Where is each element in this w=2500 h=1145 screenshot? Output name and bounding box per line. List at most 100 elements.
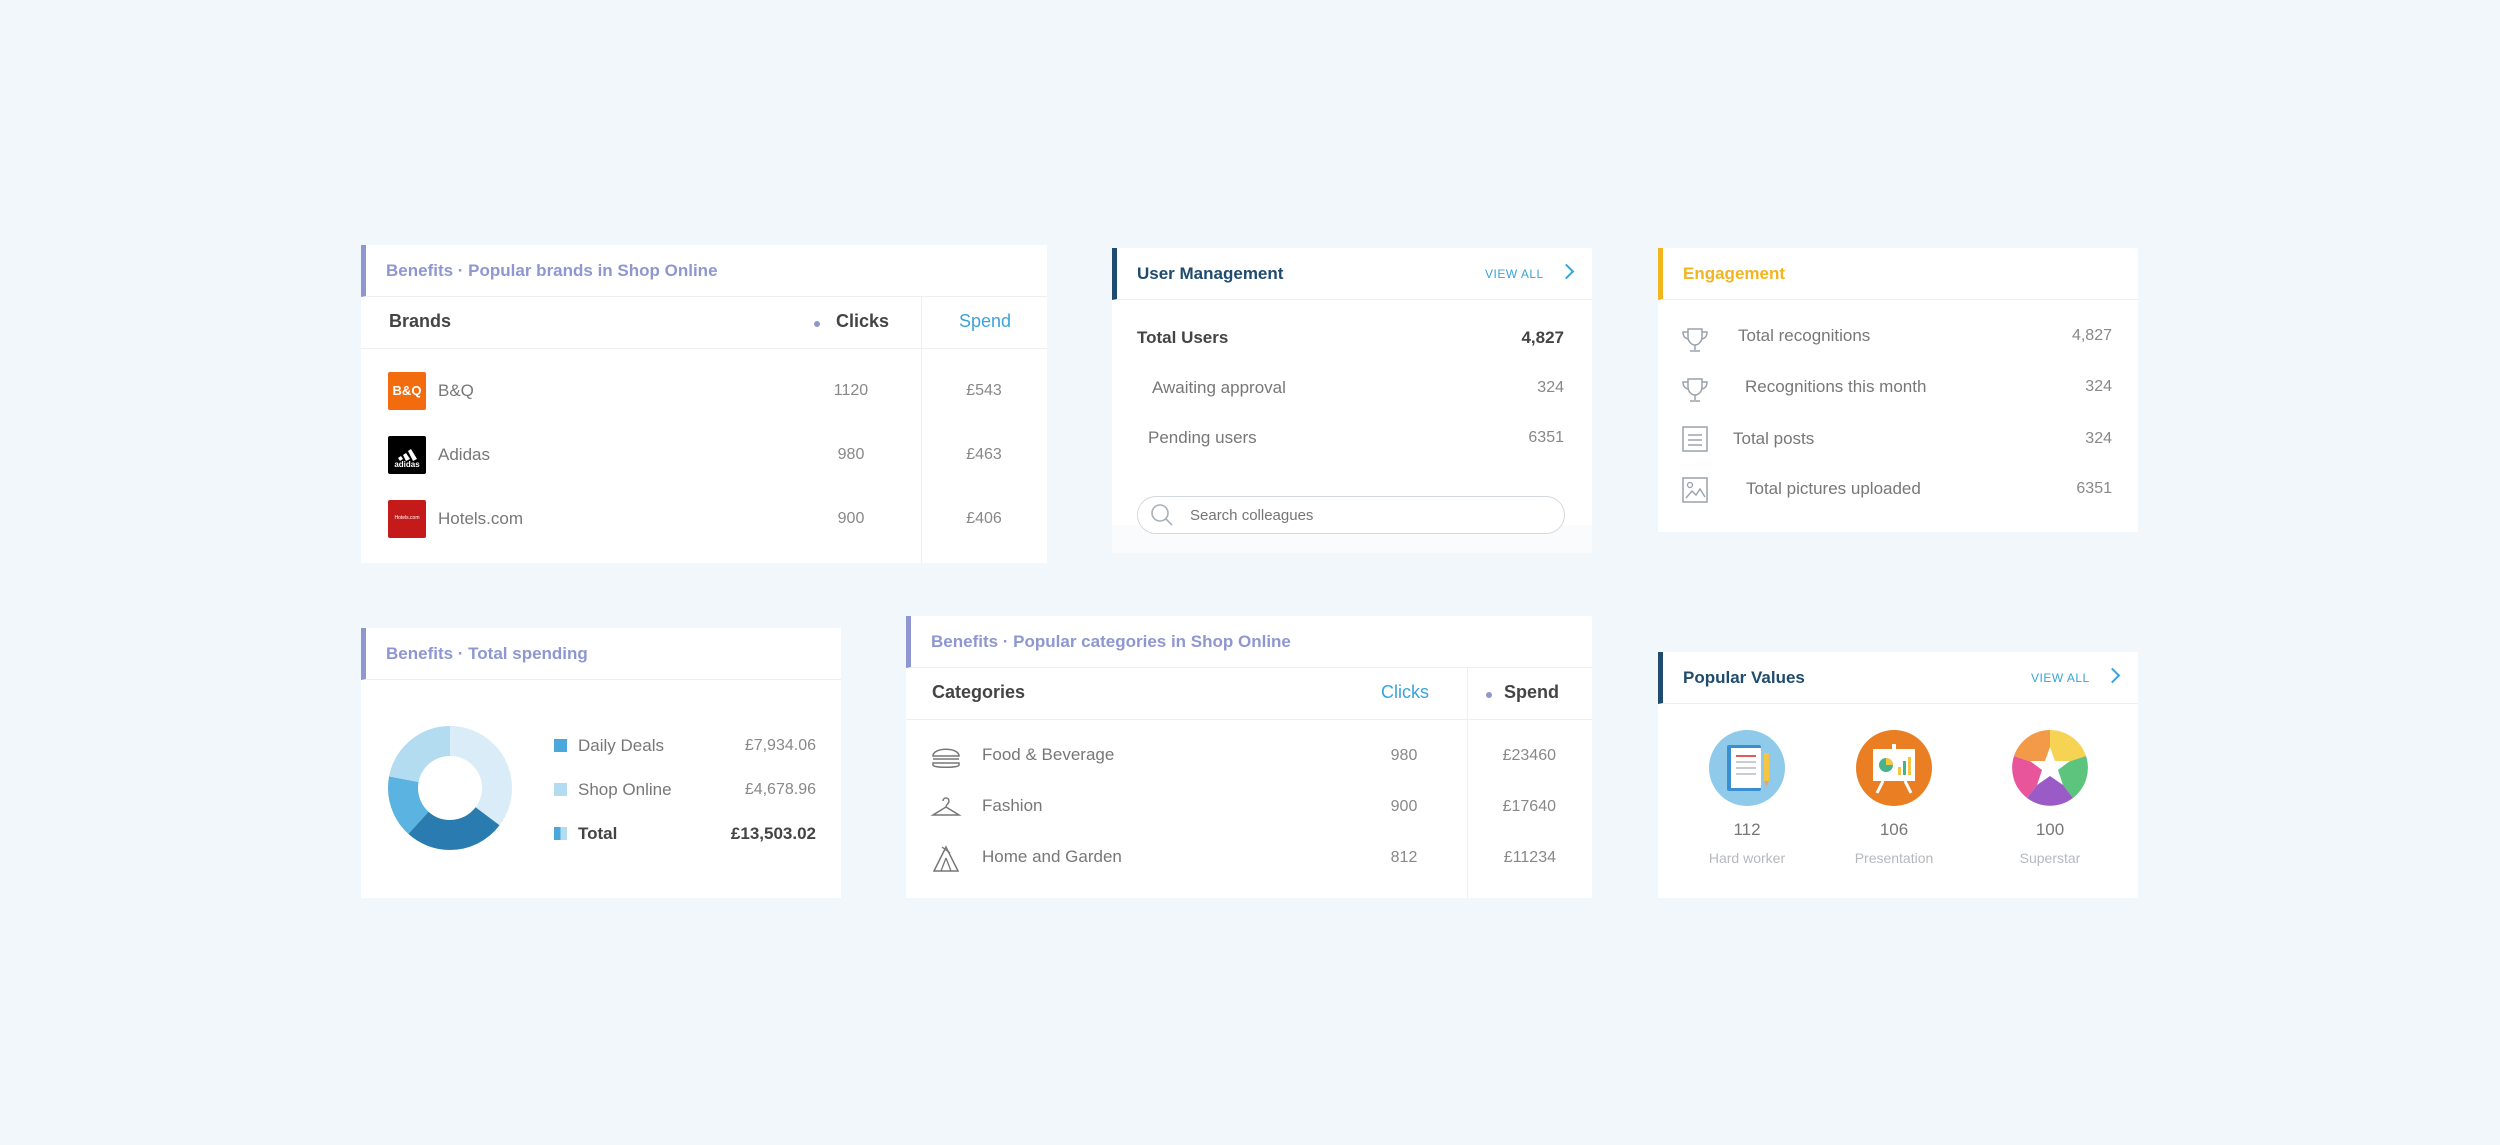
engagement-value: 324 xyxy=(2085,430,2112,447)
adidas-logo: adidas xyxy=(388,436,426,474)
total-users-value: 4,827 xyxy=(1521,328,1564,347)
header-divider xyxy=(906,719,1592,720)
adidas-stripes-icon xyxy=(398,449,417,461)
donut-segment-medium xyxy=(388,726,512,850)
category-clicks: 980 xyxy=(1390,747,1418,764)
legend-label: Shop Online xyxy=(578,780,672,799)
engagement-value: 4,827 xyxy=(2071,327,2112,344)
notebook-icon xyxy=(1709,730,1785,806)
category-spend: £23460 xyxy=(1502,747,1556,764)
total-label: Total xyxy=(578,824,618,843)
value-label: Presentation xyxy=(1854,850,1934,866)
brand-clicks: 1120 xyxy=(833,382,869,399)
popular-values-card: Popular Values VIEW ALL 112 Hard worker xyxy=(1658,652,2138,898)
legend-value: £4,678.96 xyxy=(744,781,816,798)
col-header-spend[interactable]: Spend xyxy=(1504,682,1560,702)
user-stats-panel xyxy=(1112,300,1592,525)
value-count: 106 xyxy=(1879,820,1909,839)
pending-users-label: Pending users xyxy=(1148,428,1257,447)
engagement-label: Total pictures uploaded xyxy=(1746,479,1921,498)
popular-categories-card: Benefits · Popular categories in Shop On… xyxy=(906,616,1592,898)
col-header-brands[interactable]: Brands xyxy=(389,311,452,331)
trophy-icon xyxy=(1682,328,1708,352)
card-header: Benefits · Popular brands in Shop Online xyxy=(361,245,1047,297)
card-header: Engagement xyxy=(1658,248,2138,300)
column-divider xyxy=(1467,668,1468,898)
card-header: User Management VIEW ALL xyxy=(1112,248,1592,300)
value-count: 100 xyxy=(2035,820,2065,839)
category-clicks: 812 xyxy=(1390,849,1418,866)
legend-label: Daily Deals xyxy=(578,736,664,755)
bq-logo-text: B&Q xyxy=(392,383,422,398)
category-name: Food & Beverage xyxy=(982,745,1115,764)
brand-clicks: 980 xyxy=(837,446,865,463)
column-divider xyxy=(921,297,922,563)
brand-name: B&Q xyxy=(438,381,474,400)
card-title: Engagement xyxy=(1683,264,1786,283)
col-header-categories[interactable]: Categories xyxy=(932,682,1026,702)
card-title: Benefits · Total spending xyxy=(386,644,588,663)
user-management-card: User Management VIEW ALL Total Users 4,8… xyxy=(1112,248,1592,553)
value-label: Hard worker xyxy=(1708,850,1786,866)
total-value: £13,503.02 xyxy=(730,824,816,843)
awaiting-approval-value: 324 xyxy=(1537,379,1564,396)
engagement-value: 6351 xyxy=(2076,480,2112,497)
col-header-clicks[interactable]: Clicks xyxy=(836,311,890,331)
hotels-logo-text: Hotels.com xyxy=(394,515,420,521)
hanger-icon xyxy=(930,797,962,816)
category-clicks: 900 xyxy=(1390,798,1418,815)
category-spend: £11234 xyxy=(1503,849,1556,866)
col-header-clicks[interactable]: Clicks xyxy=(1381,682,1429,702)
card-title: Benefits · Popular categories in Shop On… xyxy=(931,632,1291,651)
card-header: Benefits · Popular categories in Shop On… xyxy=(906,616,1592,668)
card-title: Benefits · Popular brands in Shop Online xyxy=(386,261,718,280)
legend-value: £7,934.06 xyxy=(744,737,816,754)
brand-spend: £463 xyxy=(966,446,1002,463)
engagement-label: Total posts xyxy=(1733,429,1815,448)
card-title: User Management xyxy=(1137,264,1284,283)
card-title: Popular Values xyxy=(1683,668,1805,687)
view-all-link[interactable]: VIEW ALL xyxy=(1485,267,1544,281)
total-swatch xyxy=(554,827,567,840)
search-icon xyxy=(1151,504,1173,526)
value-count: 112 xyxy=(1733,820,1761,839)
donut-segment-dark xyxy=(388,726,512,850)
category-name: Fashion xyxy=(982,796,1043,815)
sort-indicator-dot xyxy=(814,321,820,327)
total-users-label: Total Users xyxy=(1137,328,1229,347)
search-input[interactable] xyxy=(1188,502,1552,528)
sort-indicator-dot xyxy=(1486,692,1492,698)
awaiting-approval-label: Awaiting approval xyxy=(1152,378,1286,397)
category-name: Home and Garden xyxy=(982,847,1122,866)
hotels-com-logo: Hotels.com xyxy=(388,500,426,538)
col-header-spend[interactable]: Spend xyxy=(959,311,1012,331)
engagement-card: Engagement Total recognitions 4,827 Reco… xyxy=(1658,248,2138,532)
total-spending-card: Benefits · Total spending Daily Deals £7… xyxy=(361,628,841,898)
spending-donut-chart xyxy=(388,726,512,850)
picture-icon xyxy=(1682,477,1708,503)
view-all-link[interactable]: VIEW ALL xyxy=(2031,671,2090,685)
trophy-icon xyxy=(1682,378,1708,402)
engagement-label: Recognitions this month xyxy=(1745,377,1927,396)
chevron-right-icon[interactable] xyxy=(1558,263,1575,280)
bq-logo: B&Q xyxy=(388,372,426,410)
presentation-board-icon xyxy=(1856,730,1932,806)
post-icon xyxy=(1682,426,1708,452)
tent-icon xyxy=(932,845,960,872)
value-label: Superstar xyxy=(2019,850,2081,866)
search-box[interactable] xyxy=(1137,496,1565,534)
engagement-value: 324 xyxy=(2085,378,2112,395)
category-spend: £17640 xyxy=(1502,798,1556,815)
pending-users-value: 6351 xyxy=(1528,429,1564,446)
header-divider xyxy=(361,348,1047,349)
legend-swatch xyxy=(554,739,567,752)
brand-name: Adidas xyxy=(438,445,490,464)
legend-swatch xyxy=(554,783,567,796)
card-header: Benefits · Total spending xyxy=(361,628,841,680)
card-header: Popular Values VIEW ALL xyxy=(1658,652,2138,704)
brand-spend: £406 xyxy=(966,510,1002,527)
brand-name: Hotels.com xyxy=(438,509,524,528)
brand-clicks: 900 xyxy=(837,510,865,527)
brand-spend: £543 xyxy=(966,382,1002,399)
chevron-right-icon[interactable] xyxy=(2104,667,2121,684)
